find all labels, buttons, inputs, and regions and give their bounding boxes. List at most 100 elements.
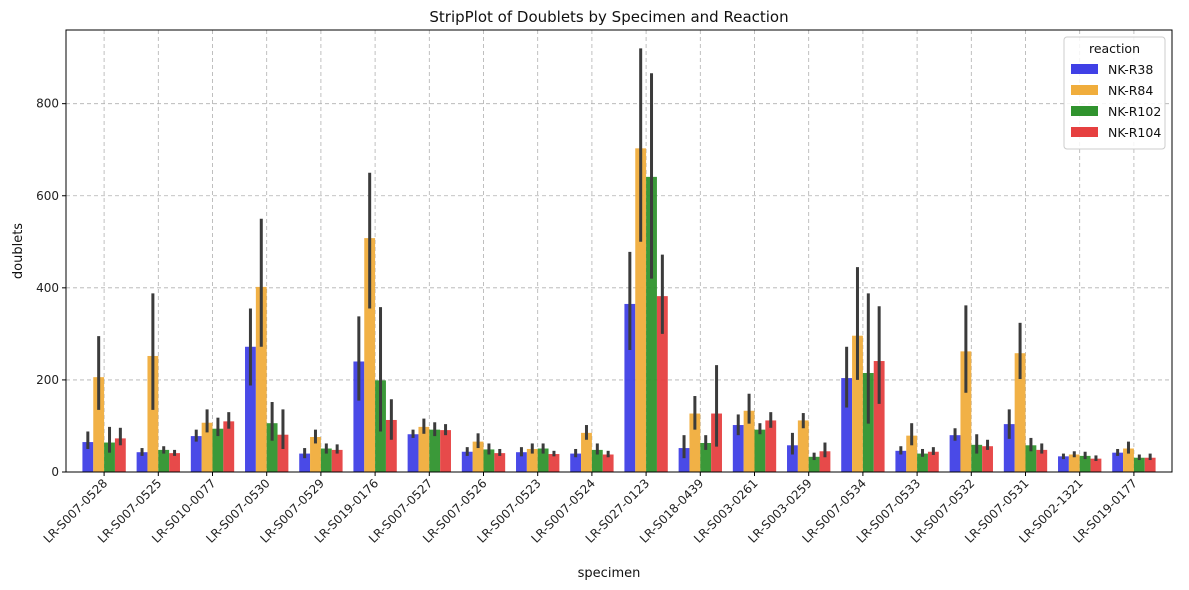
bar — [331, 449, 343, 472]
legend-title: reaction — [1089, 41, 1140, 56]
bar — [1079, 455, 1091, 472]
legend-swatch — [1071, 64, 1098, 74]
bar — [960, 351, 972, 472]
bar — [418, 426, 430, 472]
bar — [873, 361, 885, 472]
bar — [353, 361, 365, 472]
bar — [310, 437, 321, 472]
bar — [1090, 458, 1102, 472]
bar — [624, 303, 636, 472]
legend-swatch — [1071, 106, 1098, 116]
legend-label: NK-R84 — [1108, 83, 1153, 98]
bar — [516, 452, 527, 472]
legend-label: NK-R102 — [1108, 104, 1161, 119]
bar — [971, 444, 983, 472]
bar — [743, 410, 755, 472]
bar — [635, 148, 647, 472]
bar — [483, 449, 495, 472]
chart-title: StripPlot of Doublets by Specimen and Re… — [429, 8, 788, 26]
legend-swatch — [1071, 85, 1098, 95]
bar — [841, 378, 853, 472]
bar — [266, 423, 278, 472]
bar — [1068, 454, 1080, 472]
bar — [1112, 452, 1124, 472]
bar — [93, 377, 105, 472]
bar — [1133, 457, 1145, 472]
bar — [277, 434, 289, 472]
bar — [1025, 445, 1037, 472]
y-axis-title: doublets — [11, 223, 26, 279]
bar — [537, 448, 549, 472]
bar — [1003, 424, 1015, 472]
legend-swatch — [1071, 127, 1098, 137]
bar — [765, 420, 777, 472]
bar — [927, 451, 939, 472]
bar — [212, 428, 224, 472]
bar — [982, 446, 993, 472]
bar — [602, 454, 614, 472]
y-tick-label: 600 — [36, 189, 59, 203]
bar — [147, 355, 159, 472]
bar — [852, 335, 863, 472]
bar — [440, 430, 451, 472]
bar — [917, 453, 928, 472]
bars — [82, 148, 1156, 472]
y-tick-label: 800 — [36, 97, 59, 111]
bar — [656, 296, 668, 472]
bar — [158, 449, 170, 472]
bar — [895, 450, 907, 472]
bar — [570, 453, 582, 472]
bar — [678, 448, 690, 472]
bar — [364, 238, 376, 472]
y-tick-label: 200 — [36, 373, 59, 387]
bar — [787, 445, 798, 472]
bar — [299, 453, 311, 472]
bar — [472, 441, 484, 472]
bar — [320, 448, 332, 472]
bar — [114, 438, 126, 472]
bar — [407, 434, 419, 472]
bar — [700, 442, 712, 472]
bar — [494, 453, 506, 472]
bar — [1123, 448, 1134, 472]
bar — [581, 432, 592, 472]
bar — [169, 453, 180, 472]
bar — [526, 448, 538, 472]
bar — [689, 413, 701, 472]
bar — [808, 456, 820, 472]
bar — [104, 442, 115, 472]
y-axis: 0 200 400 600 800 — [36, 97, 66, 479]
grid — [66, 30, 1172, 473]
bar — [797, 420, 809, 472]
x-axis: LR-S007-0528LR-S007-0525LR-S010-0077LR-S… — [41, 472, 1140, 546]
bar — [548, 454, 560, 472]
plot-frame — [65, 29, 1173, 473]
bar — [245, 346, 256, 472]
bar — [754, 429, 766, 472]
legend: reaction NK-R38 NK-R84 NK-R102 NK-R104 — [1063, 36, 1166, 150]
bar — [136, 452, 148, 472]
legend-label: NK-R104 — [1108, 125, 1161, 140]
bar — [190, 436, 202, 472]
bar — [906, 435, 918, 472]
bar — [255, 286, 267, 472]
y-tick-label: 0 — [51, 465, 59, 479]
bar — [646, 176, 657, 472]
bar — [1058, 456, 1069, 472]
bar — [1014, 353, 1026, 472]
bar — [1036, 449, 1048, 472]
bar — [385, 419, 397, 472]
bar — [819, 451, 831, 472]
bar — [223, 421, 235, 472]
x-axis-title: specimen — [578, 566, 641, 581]
bar — [591, 449, 603, 472]
bar — [949, 435, 961, 472]
y-tick-label: 400 — [36, 281, 59, 295]
bar — [461, 451, 473, 472]
error-bars — [86, 48, 1152, 461]
bar — [82, 442, 94, 472]
legend-label: NK-R38 — [1108, 62, 1153, 77]
bar — [1144, 457, 1156, 472]
bar — [429, 429, 441, 472]
